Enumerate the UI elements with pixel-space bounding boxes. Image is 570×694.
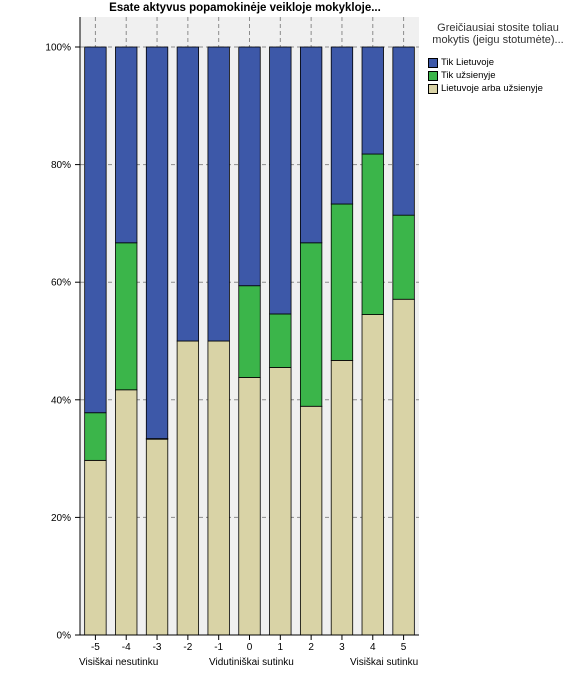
legend-item-tik-uzsienyje: Tik užsienyje <box>428 69 568 82</box>
x-tick-label: 3 <box>339 642 345 653</box>
legend-label-tik-lietuvoje: Tik Lietuvoje <box>441 57 494 68</box>
bar-tik-lietuvoje--1 <box>207 46 230 342</box>
bar-tik-lietuvoje--4 <box>115 46 138 244</box>
bar-tik-u-sienyje-3 <box>330 203 354 361</box>
bar-tik-u-sienyje--4 <box>115 242 138 391</box>
bar-tik-u-sienyje-1 <box>269 313 292 368</box>
bar-tik-lietuvoje-2 <box>299 46 323 244</box>
bar-tik-lietuvoje--3 <box>145 46 169 440</box>
bar-lietuvoje-arba-u-sienyje--2 <box>176 340 200 636</box>
x-tick-label: -3 <box>153 642 162 653</box>
x-tick-label: -2 <box>183 642 192 653</box>
bar-lietuvoje-arba-u-sienyje-3 <box>330 360 354 636</box>
bar-lietuvoje-arba-u-sienyje--5 <box>84 459 107 636</box>
legend: Greičiausiai stosite toliau mokytis (jei… <box>428 22 568 95</box>
bar-tik-lietuvoje--2 <box>176 46 200 342</box>
bar-tik-u-sienyje-2 <box>299 242 323 407</box>
bar-lietuvoje-arba-u-sienyje--3 <box>145 438 169 636</box>
legend-swatch-tik-uzsienyje <box>428 70 438 81</box>
y-tick-label: 0% <box>57 631 72 642</box>
bar-lietuvoje-arba-u-sienyje-2 <box>299 405 323 636</box>
legend-label-lietuvoje-arba-uzsienyje: Lietuvoje arba užsienyje <box>441 83 543 94</box>
x-tick-label: -5 <box>91 642 100 653</box>
x-group-label-right: Visiškai sutinku <box>350 657 419 668</box>
y-tick-label: 40% <box>51 395 71 406</box>
y-tick-label: 80% <box>51 160 71 171</box>
legend-item-tik-lietuvoje: Tik Lietuvoje <box>428 56 568 69</box>
bar-lietuvoje-arba-u-sienyje-1 <box>269 367 292 636</box>
bar-tik-lietuvoje-5 <box>392 46 415 216</box>
y-tick-label: 100% <box>45 43 71 54</box>
bar-tik-lietuvoje--5 <box>84 46 107 414</box>
bar-lietuvoje-arba-u-sienyje--1 <box>207 340 230 636</box>
x-tick-label: -1 <box>214 642 223 653</box>
x-tick-label: -4 <box>122 642 131 653</box>
x-tick-label: 0 <box>247 642 253 653</box>
chart-title: Esate aktyvus popamokinėje veikloje moky… <box>109 2 381 14</box>
bar-lietuvoje-arba-u-sienyje-0 <box>238 377 261 636</box>
bar-tik-lietuvoje-4 <box>361 46 384 155</box>
bar-tik-lietuvoje-0 <box>238 46 261 287</box>
x-group-label-middle: Vidutiniškai sutinku <box>209 657 294 668</box>
x-tick-label: 5 <box>401 642 407 653</box>
bar-tik-u-sienyje--5 <box>84 412 107 461</box>
legend-swatch-tik-lietuvoje <box>428 57 438 68</box>
legend-item-lietuvoje-arba-uzsienyje: Lietuvoje arba užsienyje <box>428 82 568 95</box>
x-tick-label: 2 <box>308 642 314 653</box>
y-tick-label: 60% <box>51 278 71 289</box>
y-tick-label: 20% <box>51 513 71 524</box>
legend-swatch-lietuvoje-arba-uzsienyje <box>428 83 438 94</box>
bar-lietuvoje-arba-u-sienyje-4 <box>361 314 384 636</box>
bar-lietuvoje-arba-u-sienyje--4 <box>115 389 138 636</box>
x-group-label-left: Visiškai nesutinku <box>79 657 159 668</box>
x-tick-label: 1 <box>278 642 284 653</box>
x-tick-label: 4 <box>370 642 376 653</box>
legend-label-tik-uzsienyje: Tik užsienyje <box>441 70 496 81</box>
legend-title: Greičiausiai stosite toliau mokytis (jei… <box>432 22 564 46</box>
bar-lietuvoje-arba-u-sienyje-5 <box>392 298 415 636</box>
bar-tik-u-sienyje-0 <box>238 285 261 378</box>
bar-tik-lietuvoje-3 <box>330 46 354 205</box>
bar-tik-lietuvoje-1 <box>269 46 292 315</box>
bar-tik-u-sienyje-4 <box>361 153 384 315</box>
bar-tik-u-sienyje-5 <box>392 214 415 300</box>
